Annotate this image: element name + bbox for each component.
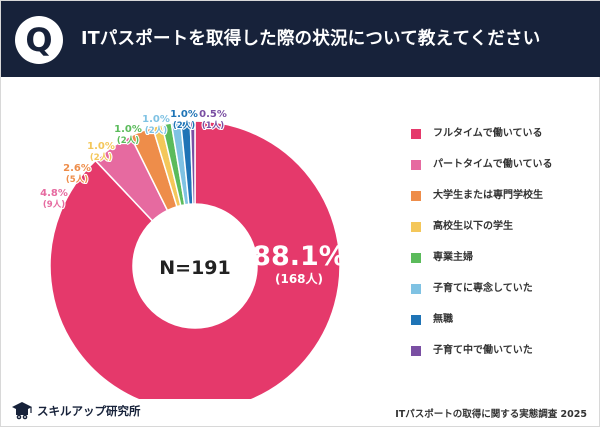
legend-item-4: 専業主婦: [411, 249, 596, 280]
legend-label-1: パートタイムで働いている: [433, 159, 553, 170]
center-label: N=191: [159, 257, 230, 279]
legend-label-3: 高校生以下の学生: [433, 221, 513, 232]
question-title: ITパスポートを取得した際の状況について教えてください: [81, 29, 541, 49]
legend-label-4: 専業主婦: [433, 252, 473, 263]
data-label-count-6: (2人): [173, 120, 195, 131]
legend-item-7: 子育て中で働いていた: [411, 342, 596, 373]
data-label-percent-1: 4.8%: [40, 188, 68, 199]
question-badge: Q: [15, 16, 63, 64]
graduation-cap-icon: [12, 402, 32, 420]
legend-swatch-4: [411, 253, 421, 263]
legend-item-1: パートタイムで働いている: [411, 156, 596, 187]
legend-item-2: 大学生または専門学校生: [411, 187, 596, 218]
legend-swatch-0: [411, 129, 421, 139]
header-bar: Q ITパスポートを取得した際の状況について教えてください: [1, 1, 600, 77]
legend-label-7: 子育て中で働いていた: [433, 345, 533, 356]
legend-swatch-3: [411, 222, 421, 232]
legend-item-0: フルタイムで働いている: [411, 125, 596, 156]
donut-chart: N=191 88.1%(168人)4.8%(9人)2.6%(5人)1.0%(2人)…: [39, 108, 346, 399]
data-label-percent-4: 1.0%: [114, 124, 142, 135]
legend: フルタイムで働いている パートタイムで働いている 大学生または専門学校生 高校生以下の…: [411, 125, 596, 373]
legend-swatch-2: [411, 191, 421, 201]
data-label-count-2: (5人): [66, 174, 88, 185]
legend-label-5: 子育てに専念していた: [433, 283, 533, 294]
data-label-percent-3: 1.0%: [87, 141, 115, 152]
data-label-count-5: (2人): [145, 125, 167, 136]
logo-text: スキルアップ研究所: [37, 404, 141, 418]
pie-slice-0: [49, 120, 341, 399]
legend-item-5: 子育てに専念していた: [411, 280, 596, 311]
legend-item-3: 高校生以下の学生: [411, 218, 596, 249]
data-label-percent-5: 1.0%: [142, 114, 170, 125]
legend-item-6: 無職: [411, 311, 596, 342]
question-badge-letter: Q: [25, 21, 53, 59]
legend-swatch-6: [411, 315, 421, 325]
legend-label-6: 無職: [433, 314, 453, 325]
data-label-count-1: (9人): [43, 199, 65, 210]
legend-swatch-1: [411, 160, 421, 170]
data-label-percent-2: 2.6%: [63, 163, 91, 174]
legend-swatch-7: [411, 346, 421, 356]
data-label-count-4: (2人): [117, 135, 139, 146]
pie-slice-7: [189, 120, 196, 205]
data-label-count-3: (2人): [90, 152, 112, 163]
data-label-percent-6: 1.0%: [170, 109, 198, 120]
data-label-count-7: (1人): [202, 120, 224, 131]
legend-swatch-5: [411, 284, 421, 294]
legend-label-2: 大学生または専門学校生: [433, 190, 543, 201]
legend-label-0: フルタイムで働いている: [433, 128, 543, 139]
survey-note: ITパスポートの取得に関する実態調査 2025: [395, 409, 587, 420]
data-label-count-0: (168人): [275, 271, 323, 286]
data-label-percent-0: 88.1%: [252, 241, 346, 272]
data-label-percent-7: 0.5%: [199, 109, 227, 120]
